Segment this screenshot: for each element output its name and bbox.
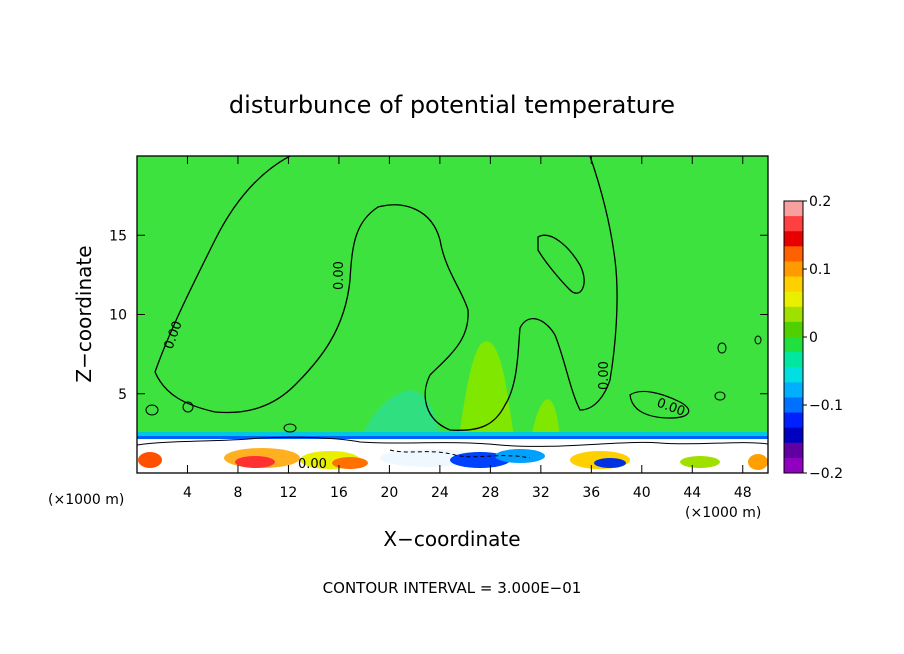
x-tick-label: 12 <box>280 485 298 501</box>
colorbar-swatch <box>784 306 803 323</box>
x-tick-label: 24 <box>431 485 449 501</box>
contour-label: 0.00 <box>332 261 347 290</box>
x-tick-label: 28 <box>481 485 499 501</box>
colorbar-swatch <box>784 231 803 247</box>
colorbar-swatch <box>784 442 803 459</box>
colorbar-swatch <box>784 246 803 262</box>
colorbar-swatch <box>784 216 803 232</box>
contour-line <box>537 234 585 294</box>
y-tick-label: 10 <box>109 308 127 324</box>
colorbar-swatch <box>784 261 803 278</box>
warm-blob <box>235 456 275 468</box>
warm-blob <box>138 452 162 468</box>
plot-area <box>137 156 768 473</box>
warm-blob <box>748 454 768 470</box>
y-tick-label: 5 <box>118 387 127 403</box>
contour-line <box>717 342 727 354</box>
field-overlay <box>137 156 768 473</box>
colorbar-tick-label: 0.1 <box>809 262 831 278</box>
chart-title: disturbunce of potential temperature <box>229 91 675 119</box>
colorbar-swatch <box>784 382 803 398</box>
contour-line <box>629 390 690 419</box>
cold-blob <box>495 449 545 463</box>
x-axis-label: X−coordinate <box>383 527 520 551</box>
contour-interval-note: CONTOUR INTERVAL = 3.000E−01 <box>323 579 582 597</box>
contour-label: 0.00 <box>597 361 612 390</box>
colorbar-swatch <box>784 397 803 414</box>
contour-line <box>137 436 768 447</box>
x-tick-label: 32 <box>532 485 550 501</box>
x-axis: 4 8 12 16 20 24 28 32 36 40 44 48 <box>183 156 752 501</box>
contour-line <box>145 404 159 416</box>
x-tick-label: 44 <box>683 485 701 501</box>
colorbar-swatch <box>784 201 803 217</box>
cold-band <box>137 432 768 438</box>
contour-line <box>154 156 618 431</box>
x-tick-label: 40 <box>633 485 651 501</box>
colorbar-tick-label: 0 <box>809 330 818 346</box>
y-tick-label: 15 <box>109 228 127 244</box>
colorbar-swatch <box>784 321 803 338</box>
cold-blob <box>594 458 626 468</box>
colorbar-swatch <box>784 367 803 383</box>
colorbar-swatch <box>784 337 803 353</box>
x-tick-label: 36 <box>582 485 600 501</box>
x-tick-label: 8 <box>233 485 242 501</box>
colorbar-swatch <box>784 352 803 368</box>
contour-label: 0.00 <box>298 457 327 472</box>
warm-blob <box>332 457 368 469</box>
contour-line <box>154 156 291 373</box>
contour-line <box>754 335 762 345</box>
contour-line <box>182 401 194 413</box>
contour-line <box>283 423 297 433</box>
contour-line <box>714 391 726 401</box>
colorbar-swatch <box>784 457 803 474</box>
colorbar-swatch <box>784 427 803 444</box>
colorbar-swatch <box>784 276 803 293</box>
colorbar-swatch <box>784 412 803 429</box>
colorbar-tick-label: 0.2 <box>809 194 831 210</box>
contour-line <box>389 449 531 459</box>
warm-blob <box>680 456 720 468</box>
x-unit-left: (×1000 m) <box>48 492 124 508</box>
colorbar-tick-label: −0.1 <box>809 398 843 414</box>
x-tick-label: 16 <box>330 485 348 501</box>
x-tick-label: 48 <box>734 485 752 501</box>
x-tick-label: 4 <box>183 485 192 501</box>
x-tick-label: 20 <box>380 485 398 501</box>
cold-band <box>137 436 768 439</box>
x-unit-right: (×1000 m) <box>685 505 761 521</box>
y-axis-label: Z−coordinate <box>72 245 96 382</box>
colorbar: 0.2 0.1 0 −0.1 −0.2 <box>783 194 843 482</box>
y-axis: 5 10 15 <box>109 228 768 403</box>
colorbar-swatch <box>784 291 803 308</box>
colorbar-tick-label: −0.2 <box>809 466 843 482</box>
